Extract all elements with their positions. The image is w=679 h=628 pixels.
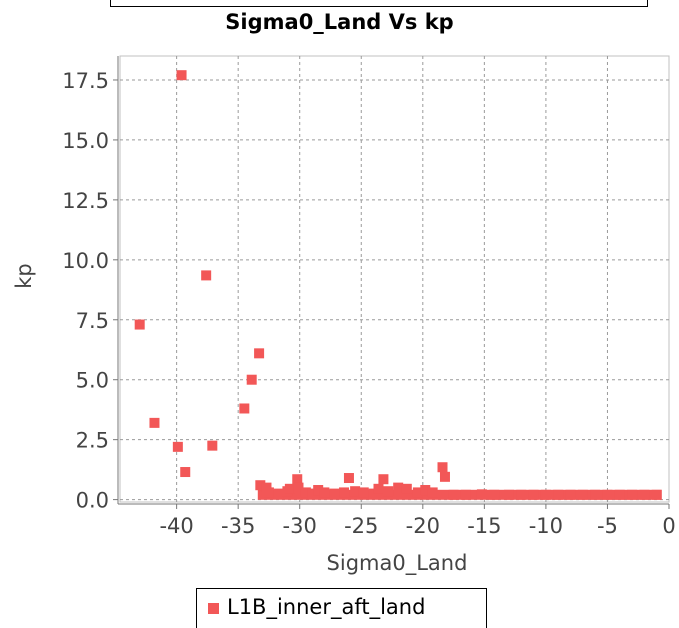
plot-area: [119, 55, 670, 503]
y-tick-label: 10.0: [62, 249, 109, 273]
legend-label: L1B_inner_aft_land: [227, 595, 426, 619]
data-point: [383, 486, 394, 497]
data-point: [319, 487, 330, 498]
axes: -40 -35 -30 -25 -20 -15 -10 -5 0 0.0 2.5 5.0 7.5 10.0…: [62, 56, 676, 538]
data-point: [300, 487, 311, 498]
x-axis-label: Sigma0_Land: [327, 551, 468, 576]
y-tick-label: 7.5: [76, 309, 109, 333]
y-tick-label: 2.5: [76, 429, 109, 453]
data-point: [577, 489, 588, 500]
data-point: [292, 474, 303, 485]
data-point-band: [257, 489, 662, 500]
data-point: [263, 487, 274, 498]
data-point: [476, 489, 487, 500]
x-tick-label: -5: [597, 514, 618, 538]
x-tick-label: 0: [662, 514, 675, 538]
y-axis-label: kp: [12, 263, 36, 289]
data-point: [134, 319, 145, 330]
data-point: [439, 471, 450, 482]
data-point: [528, 489, 539, 500]
data-point: [273, 488, 284, 499]
data-point: [172, 441, 183, 452]
x-tick-label: -15: [467, 514, 501, 538]
data-point: [180, 467, 191, 478]
data-point: [293, 482, 304, 493]
legend-swatch: [208, 603, 219, 614]
data-point: [201, 270, 212, 281]
y-tick-label: 0.0: [76, 489, 109, 513]
data-point: [614, 489, 625, 500]
data-point: [460, 489, 471, 500]
data-point: [627, 489, 638, 500]
data-point: [651, 489, 662, 500]
data-point: [176, 70, 187, 81]
x-tick-label: -20: [406, 514, 440, 538]
y-tick-label: 17.5: [62, 69, 109, 93]
data-point: [590, 489, 601, 500]
data-point: [565, 489, 576, 500]
top-panel-border: [110, 0, 648, 7]
data-point: [358, 487, 369, 498]
y-tick-label: 5.0: [76, 369, 109, 393]
data-point: [343, 473, 354, 484]
y-tick-label: 15.0: [62, 129, 109, 153]
data-point: [339, 487, 350, 498]
data-point: [246, 374, 257, 385]
data-point: [239, 403, 250, 414]
data-point: [307, 488, 318, 499]
legend: L1B_inner_aft_land: [196, 588, 487, 628]
x-tick-label: -10: [529, 514, 563, 538]
x-tick-label: -25: [344, 514, 378, 538]
data-point: [373, 483, 384, 494]
data-points: [134, 70, 662, 500]
data-point: [437, 462, 448, 473]
data-point: [313, 485, 324, 496]
y-tick-label: 12.5: [62, 189, 109, 213]
x-tick-label: -35: [221, 514, 255, 538]
x-tick-label: -40: [159, 514, 193, 538]
data-point: [329, 488, 340, 499]
grid: [119, 55, 670, 503]
data-point: [602, 489, 613, 500]
data-point: [420, 485, 431, 496]
chart-title: Sigma0_Land Vs kp: [225, 10, 454, 34]
data-point: [639, 489, 650, 500]
data-point: [378, 474, 389, 485]
data-point: [503, 489, 514, 500]
data-point: [516, 489, 527, 500]
data-point: [553, 489, 564, 500]
data-point: [254, 348, 265, 359]
x-tick-label: -30: [283, 514, 317, 538]
data-point: [207, 440, 218, 451]
data-point: [255, 480, 266, 491]
data-point: [427, 487, 438, 498]
data-point: [401, 483, 412, 494]
data-point: [393, 482, 404, 493]
data-point: [284, 483, 295, 494]
data-point: [350, 486, 361, 497]
data-point: [412, 487, 423, 498]
data-point: [448, 489, 459, 500]
data-point: [489, 489, 500, 500]
data-point: [149, 417, 160, 428]
data-point: [540, 489, 551, 500]
